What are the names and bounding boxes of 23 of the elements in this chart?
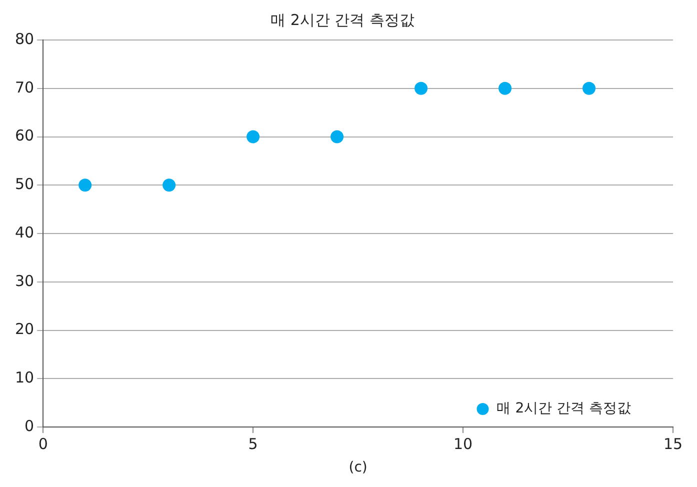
point	[78, 178, 92, 192]
y-tick-label: 40	[14, 223, 34, 242]
x-tick-label: 10	[453, 434, 473, 453]
x-tick-label: 0	[38, 434, 48, 453]
text: (c)	[348, 460, 368, 476]
point	[414, 82, 428, 95]
point	[498, 82, 512, 95]
y-tick-label: 10	[14, 368, 34, 387]
y-tick-label: 20	[14, 320, 34, 338]
point	[330, 130, 344, 144]
y-tick-label: 60	[14, 126, 34, 145]
x-tick-label: 5	[248, 434, 258, 453]
point	[246, 130, 260, 144]
y-tick-label: 70	[14, 78, 34, 96]
x-tick-label: 15	[663, 434, 683, 453]
y-tick-label: 0	[24, 416, 34, 435]
y-tick-label: 50	[14, 175, 34, 194]
point	[582, 82, 596, 95]
y-tick-label: 30	[14, 272, 34, 290]
legend-label: 매 2시간 간격 측정값	[496, 400, 632, 417]
chart-title: 매 2시간 간격 측정값	[270, 10, 414, 29]
y-tick-label: 80	[14, 30, 34, 48]
point	[162, 178, 176, 192]
